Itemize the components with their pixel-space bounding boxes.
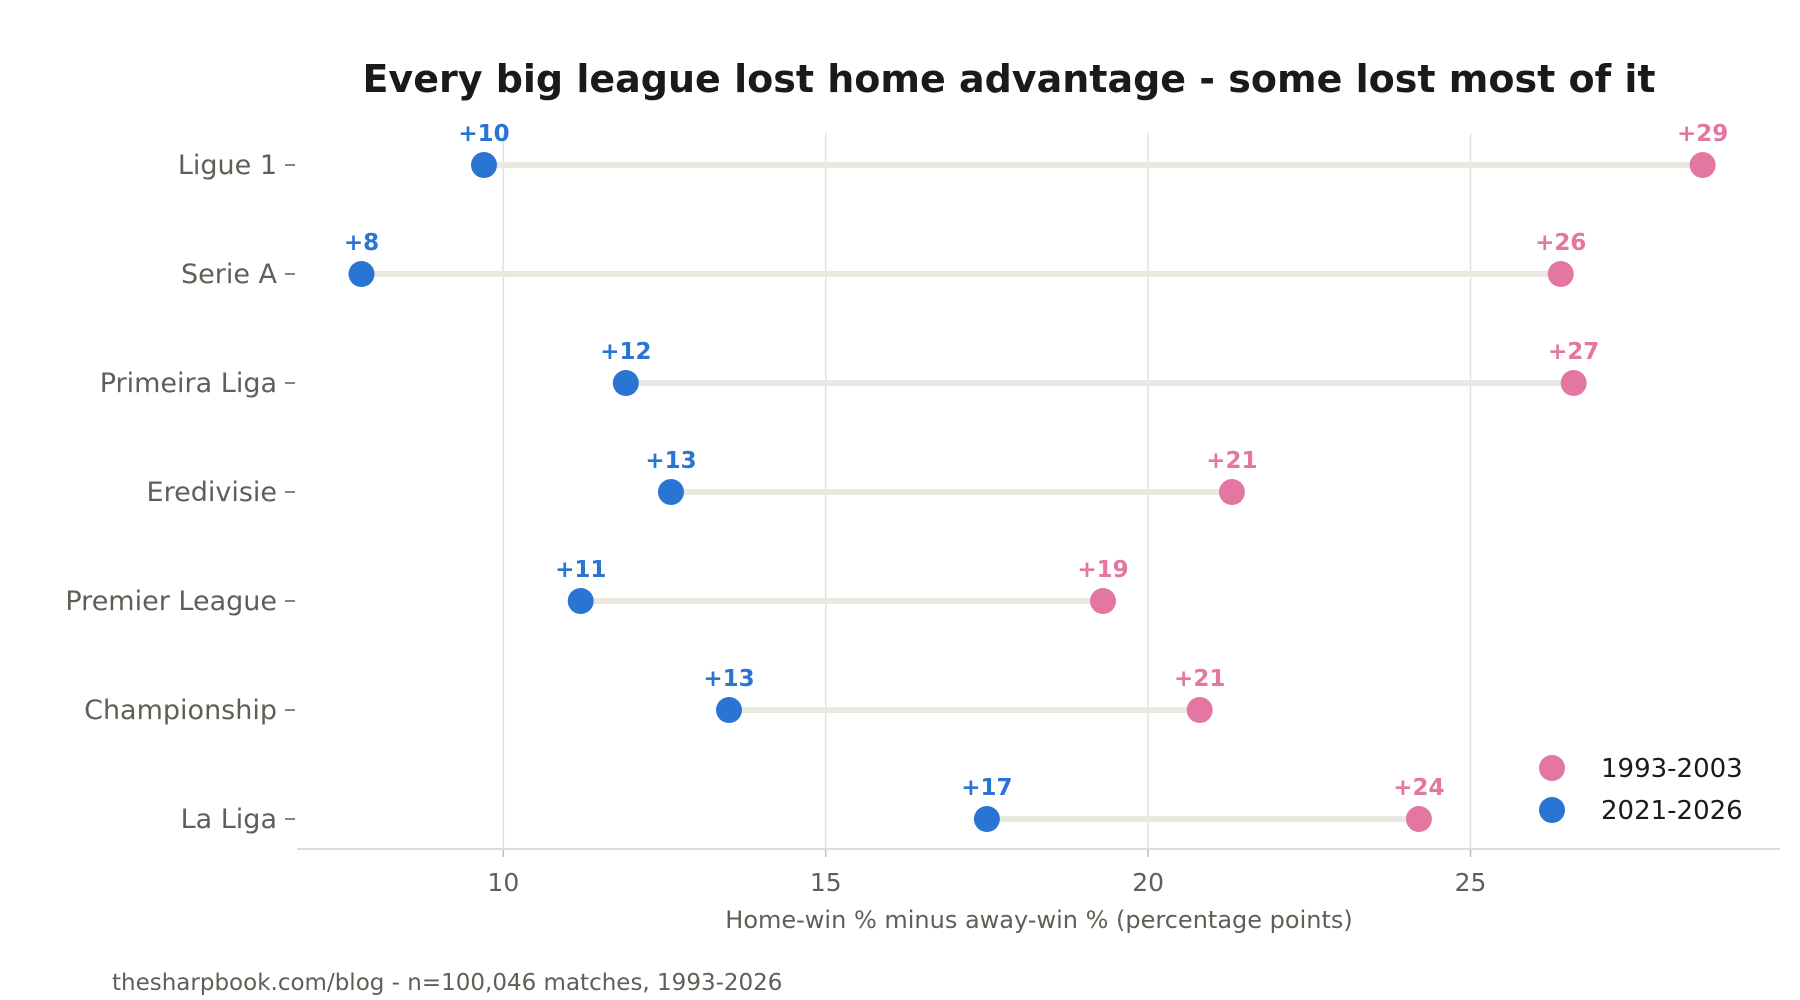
point-recent [567, 588, 594, 614]
category-label: Premier League [65, 586, 277, 617]
point-recent [973, 806, 1000, 832]
category-label: Championship [84, 695, 277, 726]
data-label-early: +24 [1393, 775, 1444, 801]
point-recent [348, 261, 375, 287]
data-label-recent: +13 [645, 448, 696, 474]
legend-marker [1539, 797, 1565, 823]
category-label: Eredivisie [147, 477, 277, 508]
data-label-recent: +13 [703, 666, 754, 692]
category-label: Serie A [181, 259, 278, 290]
x-tick-label: 25 [1455, 868, 1487, 897]
legend-label: 1993-2003 [1601, 754, 1743, 784]
x-axis-label: Home-win % minus away-win % (percentage … [725, 906, 1352, 934]
point-early [1089, 588, 1116, 614]
data-label-recent: +11 [555, 557, 606, 583]
legend-label: 2021-2026 [1601, 796, 1743, 826]
point-recent [612, 370, 639, 396]
data-label-early: +21 [1206, 448, 1257, 474]
category-label: La Liga [181, 804, 277, 835]
point-early [1560, 370, 1587, 396]
data-label-recent: +10 [458, 121, 509, 147]
data-label-early: +27 [1548, 339, 1599, 365]
source-note: thesharpbook.com/blog - n=100,046 matche… [112, 970, 782, 996]
data-label-early: +29 [1677, 121, 1728, 147]
point-recent [470, 152, 497, 178]
data-points: +29 +10 +26 +8 +27 +12 +21 +13 +19 +11 +21 +13 +24 +1… [344, 121, 1728, 832]
data-label-early: +21 [1174, 666, 1225, 692]
legend: 1993-2003 2021-2026 [1539, 754, 1743, 826]
category-labels: Ligue 1 Serie A Primeira Liga Eredivisie Pre… [65, 150, 295, 835]
point-early [1689, 152, 1716, 178]
chart-title: Every big league lost home advantage - s… [362, 57, 1655, 101]
point-early [1405, 806, 1432, 832]
point-recent [716, 697, 743, 723]
x-tick-label: 15 [810, 868, 842, 897]
legend-marker [1539, 755, 1565, 781]
x-tick-label: 20 [1132, 868, 1164, 897]
data-label-recent: +17 [961, 775, 1012, 801]
point-early [1218, 479, 1245, 505]
connector-lines [358, 162, 1706, 822]
point-recent [657, 479, 684, 505]
x-tick-label: 10 [487, 868, 519, 897]
data-label-early: +19 [1077, 557, 1128, 583]
category-label: Ligue 1 [178, 150, 277, 181]
point-early [1186, 697, 1213, 723]
point-early [1547, 261, 1574, 287]
data-label-early: +26 [1535, 230, 1586, 256]
data-label-recent: +12 [600, 339, 651, 365]
data-label-recent: +8 [344, 230, 379, 256]
x-axis: 10 15 20 25 [297, 848, 1780, 897]
category-label: Primeira Liga [100, 368, 277, 399]
